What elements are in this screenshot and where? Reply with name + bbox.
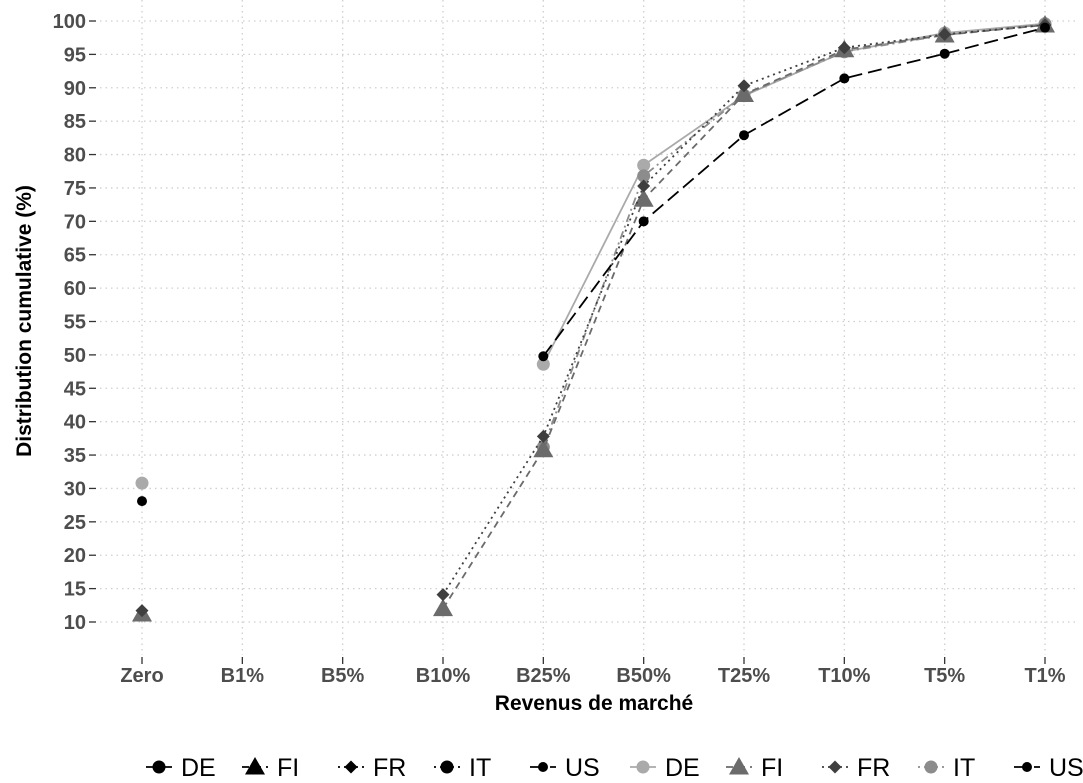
data-point — [135, 476, 149, 490]
legend-marker — [344, 760, 358, 774]
series-line — [442, 24, 1046, 610]
x-tick-label: B5% — [321, 665, 365, 687]
y-tick-label: 15 — [64, 579, 86, 601]
series-line — [542, 22, 1046, 365]
y-tick-label: 75 — [64, 178, 86, 200]
x-tick-label: T1% — [1024, 665, 1065, 687]
data-point — [436, 588, 450, 602]
legend-marker — [636, 760, 650, 774]
x-tick-label: B25% — [516, 665, 571, 687]
data-point — [637, 179, 651, 193]
data-point — [637, 158, 651, 172]
legend-item: US — [530, 754, 600, 782]
x-axis-title: Revenus de marché — [495, 692, 693, 715]
legend-label: US — [1049, 754, 1083, 782]
legend-marker — [245, 757, 265, 775]
legend-marker — [440, 760, 454, 774]
data-point — [638, 216, 649, 227]
x-tick-label: B50% — [616, 665, 671, 687]
legend-label: IT — [469, 754, 491, 782]
y-tick-label: 45 — [64, 378, 86, 400]
y-axis: 10 15 20 25 30 35 40 45 50 55 60 65 70 75 80 85 90 95 100 — [53, 11, 96, 634]
y-tick-label: 40 — [64, 412, 86, 434]
y-tick-label: 70 — [64, 211, 86, 233]
x-tick-label: T25% — [718, 665, 770, 687]
y-tick-label: 35 — [64, 445, 86, 467]
data-point — [135, 604, 149, 618]
series-line — [542, 23, 1046, 448]
legend-marker — [924, 760, 938, 774]
legend-label: FR — [857, 754, 890, 782]
series-line — [542, 26, 1046, 357]
data-point — [433, 598, 453, 617]
series-fr — [135, 18, 1052, 618]
grid — [100, 0, 1078, 655]
y-tick-label: 65 — [64, 245, 86, 267]
legend-marker — [152, 760, 166, 774]
data-point — [533, 439, 554, 458]
data-point — [637, 169, 651, 183]
y-tick-label: 10 — [64, 612, 86, 634]
plot-area — [132, 15, 1055, 622]
legend-marker — [828, 760, 842, 774]
series-us — [137, 22, 1050, 507]
legend-marker — [729, 757, 749, 775]
y-axis-title: Distribution cumulative (%) — [13, 185, 36, 457]
legend-item: US — [1014, 754, 1083, 782]
y-tick-label: 50 — [64, 345, 86, 367]
y-tick-label: 20 — [64, 545, 86, 567]
y-tick-label: 100 — [53, 11, 86, 33]
y-tick-label: 95 — [64, 44, 86, 66]
legend-label: FR — [373, 754, 406, 782]
legend-label: DE — [181, 754, 216, 782]
y-tick-label: 90 — [64, 78, 86, 100]
legend-item: FR — [822, 754, 890, 782]
data-point — [137, 496, 147, 507]
y-tick-label: 55 — [64, 312, 86, 334]
data-point — [536, 357, 550, 371]
legend-label: FI — [761, 754, 783, 782]
data-point — [839, 73, 850, 84]
legend-label: US — [565, 754, 600, 782]
legend-item: DE — [630, 754, 700, 782]
data-point — [837, 41, 851, 55]
legend-item: IT — [918, 754, 975, 782]
x-tick-label: Zero — [120, 665, 163, 687]
data-point — [1040, 22, 1050, 33]
series-fi — [132, 15, 1055, 622]
data-point — [739, 130, 749, 141]
legend-label: IT — [953, 754, 975, 782]
x-axis: Zero B1% B5% B10% B25% B50% T25% T10% T5% T1% — [120, 657, 1066, 687]
legend-item: FR — [338, 754, 406, 782]
y-tick-label: 60 — [64, 278, 86, 300]
data-point — [538, 351, 549, 362]
x-tick-label: T10% — [818, 665, 870, 687]
legend: DE FI FR IT US DE FI FR IT US — [146, 754, 1083, 782]
legend-item: FI — [242, 754, 299, 782]
x-tick-label: T5% — [924, 665, 965, 687]
y-tick-label: 30 — [64, 478, 86, 500]
legend-label: DE — [665, 754, 700, 782]
legend-item: FI — [726, 754, 783, 782]
data-point — [734, 84, 754, 102]
y-tick-label: 80 — [64, 145, 86, 167]
y-tick-label: 85 — [64, 111, 86, 133]
data-point — [939, 48, 950, 59]
legend-item: DE — [146, 754, 216, 782]
data-point — [737, 79, 751, 93]
legend-marker — [538, 762, 548, 772]
x-tick-label: B1% — [221, 665, 265, 687]
y-tick-label: 25 — [64, 512, 86, 534]
data-point — [938, 27, 952, 41]
data-point — [536, 429, 550, 443]
legend-label: FI — [277, 754, 299, 782]
x-tick-label: B10% — [416, 665, 471, 687]
legend-item: IT — [434, 754, 491, 782]
data-point — [633, 189, 654, 207]
legend-marker — [1022, 762, 1032, 772]
